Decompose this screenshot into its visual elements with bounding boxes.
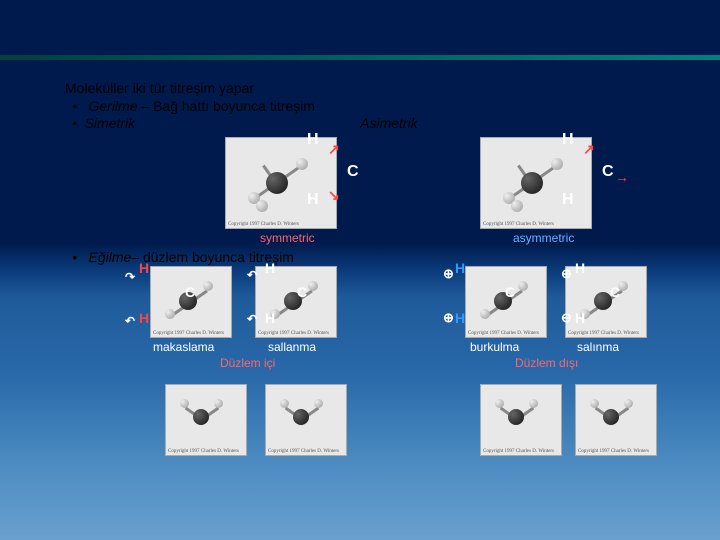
label-H: H (139, 260, 149, 276)
bullet-1: • Gerilme – Bağ hattı boyunca titreşim (65, 98, 680, 116)
copyright-text: Copyright 1997 Charles D. Winters (228, 222, 334, 227)
atom-h (551, 158, 563, 170)
bullet-dot: • (65, 115, 85, 133)
panel-asymmetric: Copyright 1997 Charles D. Winters (480, 137, 592, 229)
atom-h (624, 399, 633, 408)
panel-small-3: Copyright 1997 Charles D. Winters (480, 384, 562, 456)
panel-scissor: Copyright 1997 Charles D. Winters (150, 266, 232, 338)
panel-small-1: Copyright 1997 Charles D. Winters (165, 384, 247, 456)
atom-center (193, 409, 209, 425)
atom-center (266, 172, 288, 194)
bullet1-label: Gerilme (88, 98, 137, 114)
atom-h (296, 158, 308, 170)
curve-arrow-icon: ↶ (125, 314, 135, 328)
minus-icon: ⊖ (561, 310, 572, 326)
label-H: H (307, 191, 319, 209)
label-H: H (265, 260, 275, 276)
atom-h (495, 399, 504, 408)
asimetrik-label: Asimetrik (360, 115, 418, 133)
panel-twist: Copyright 1997 Charles D. Winters (565, 266, 647, 338)
bullet-2: • Simetrik Asimetrik (65, 115, 680, 133)
curve-arrow-icon: ↶ (247, 312, 257, 326)
atom-h (256, 200, 268, 212)
copyright-text: Copyright 1997 Charles D. Winters (568, 331, 644, 336)
caption-in-plane: Düzlem içi (220, 356, 275, 370)
atom-center (508, 409, 524, 425)
label-H: H (265, 310, 275, 326)
panel-symmetric: Copyright 1997 Charles D. Winters (225, 137, 337, 229)
copyright-text: Copyright 1997 Charles D. Winters (153, 331, 229, 336)
atom-h (280, 399, 289, 408)
panel-small-2: Copyright 1997 Charles D. Winters (265, 384, 347, 456)
atom-h (180, 399, 189, 408)
atom-h (308, 281, 318, 291)
arrow-icon: ↗ (328, 141, 340, 158)
atom-h (480, 309, 490, 319)
label-H: H (562, 191, 574, 209)
bullet-dot: • (65, 98, 85, 116)
atom-h (511, 200, 523, 212)
panel-small-4: Copyright 1997 Charles D. Winters (575, 384, 657, 456)
label-C: C (347, 163, 359, 181)
content-area: Moleküller iki tür titreşim yapar • Geri… (65, 80, 680, 464)
atom-h (590, 399, 599, 408)
label-H: H (307, 131, 319, 149)
simetrik-label: Simetrik (85, 115, 136, 133)
label-H: H (455, 310, 465, 326)
copyright-text: Copyright 1997 Charles D. Winters (483, 222, 589, 227)
atom-h (314, 399, 323, 408)
plus-icon: ⊕ (443, 266, 454, 282)
bottom-row: Copyright 1997 Charles D. Winters Copyri… (65, 384, 680, 464)
atom-h (214, 399, 223, 408)
caption-symmetric: symmetric (260, 231, 315, 245)
caption-rock: sallanma (268, 340, 316, 354)
copyright-text: Copyright 1997 Charles D. Winters (268, 449, 344, 454)
caption-scissor: makaslama (153, 340, 214, 354)
label-C: C (505, 284, 515, 300)
label-C: C (610, 284, 620, 300)
copyright-text: Copyright 1997 Charles D. Winters (258, 331, 334, 336)
caption-wag: burkulma (470, 340, 519, 354)
label-H: H (562, 131, 574, 149)
atom-h (165, 309, 175, 319)
bend-row: Copyright 1997 Charles D. Winters H C H … (65, 266, 680, 396)
curve-arrow-icon: ↷ (125, 270, 135, 284)
atom-center (293, 409, 309, 425)
label-H: H (455, 260, 465, 276)
atom-center (521, 172, 543, 194)
curve-arrow-icon: ↶ (247, 268, 257, 282)
label-H: H (575, 260, 585, 276)
label-H: H (139, 310, 149, 326)
atom-h (203, 281, 213, 291)
arrow-icon: → (615, 169, 629, 185)
panel-wag: Copyright 1997 Charles D. Winters (465, 266, 547, 338)
copyright-text: Copyright 1997 Charles D. Winters (483, 449, 559, 454)
label-C: C (602, 163, 614, 181)
slide-root: Moleküller iki tür titreşim yapar • Geri… (0, 0, 720, 540)
plus-icon: ⊕ (561, 266, 572, 282)
arrow-icon: ↘ (328, 187, 340, 204)
label-H: H (575, 310, 585, 326)
atom-h (518, 281, 528, 291)
atom-center (603, 409, 619, 425)
caption-out-plane: Düzlem dışı (515, 356, 578, 370)
panel-rock: Copyright 1997 Charles D. Winters (255, 266, 337, 338)
heading-line: Moleküller iki tür titreşim yapar (65, 80, 680, 98)
plus-icon: ⊕ (443, 310, 454, 326)
atom-h (529, 399, 538, 408)
copyright-text: Copyright 1997 Charles D. Winters (578, 449, 654, 454)
title-divider-bar (0, 55, 720, 60)
copyright-text: Copyright 1997 Charles D. Winters (168, 449, 244, 454)
label-C: C (297, 284, 307, 300)
caption-asymmetric: asymmetric (513, 231, 574, 245)
bullet1-rest: – Bağ hattı boyunca titreşim (138, 98, 315, 114)
arrow-icon: ↗ (583, 141, 595, 158)
stretch-row: Copyright 1997 Charles D. Winters H C H … (65, 137, 680, 267)
label-C: C (185, 284, 195, 300)
copyright-text: Copyright 1997 Charles D. Winters (468, 331, 544, 336)
caption-twist: salınma (577, 340, 619, 354)
